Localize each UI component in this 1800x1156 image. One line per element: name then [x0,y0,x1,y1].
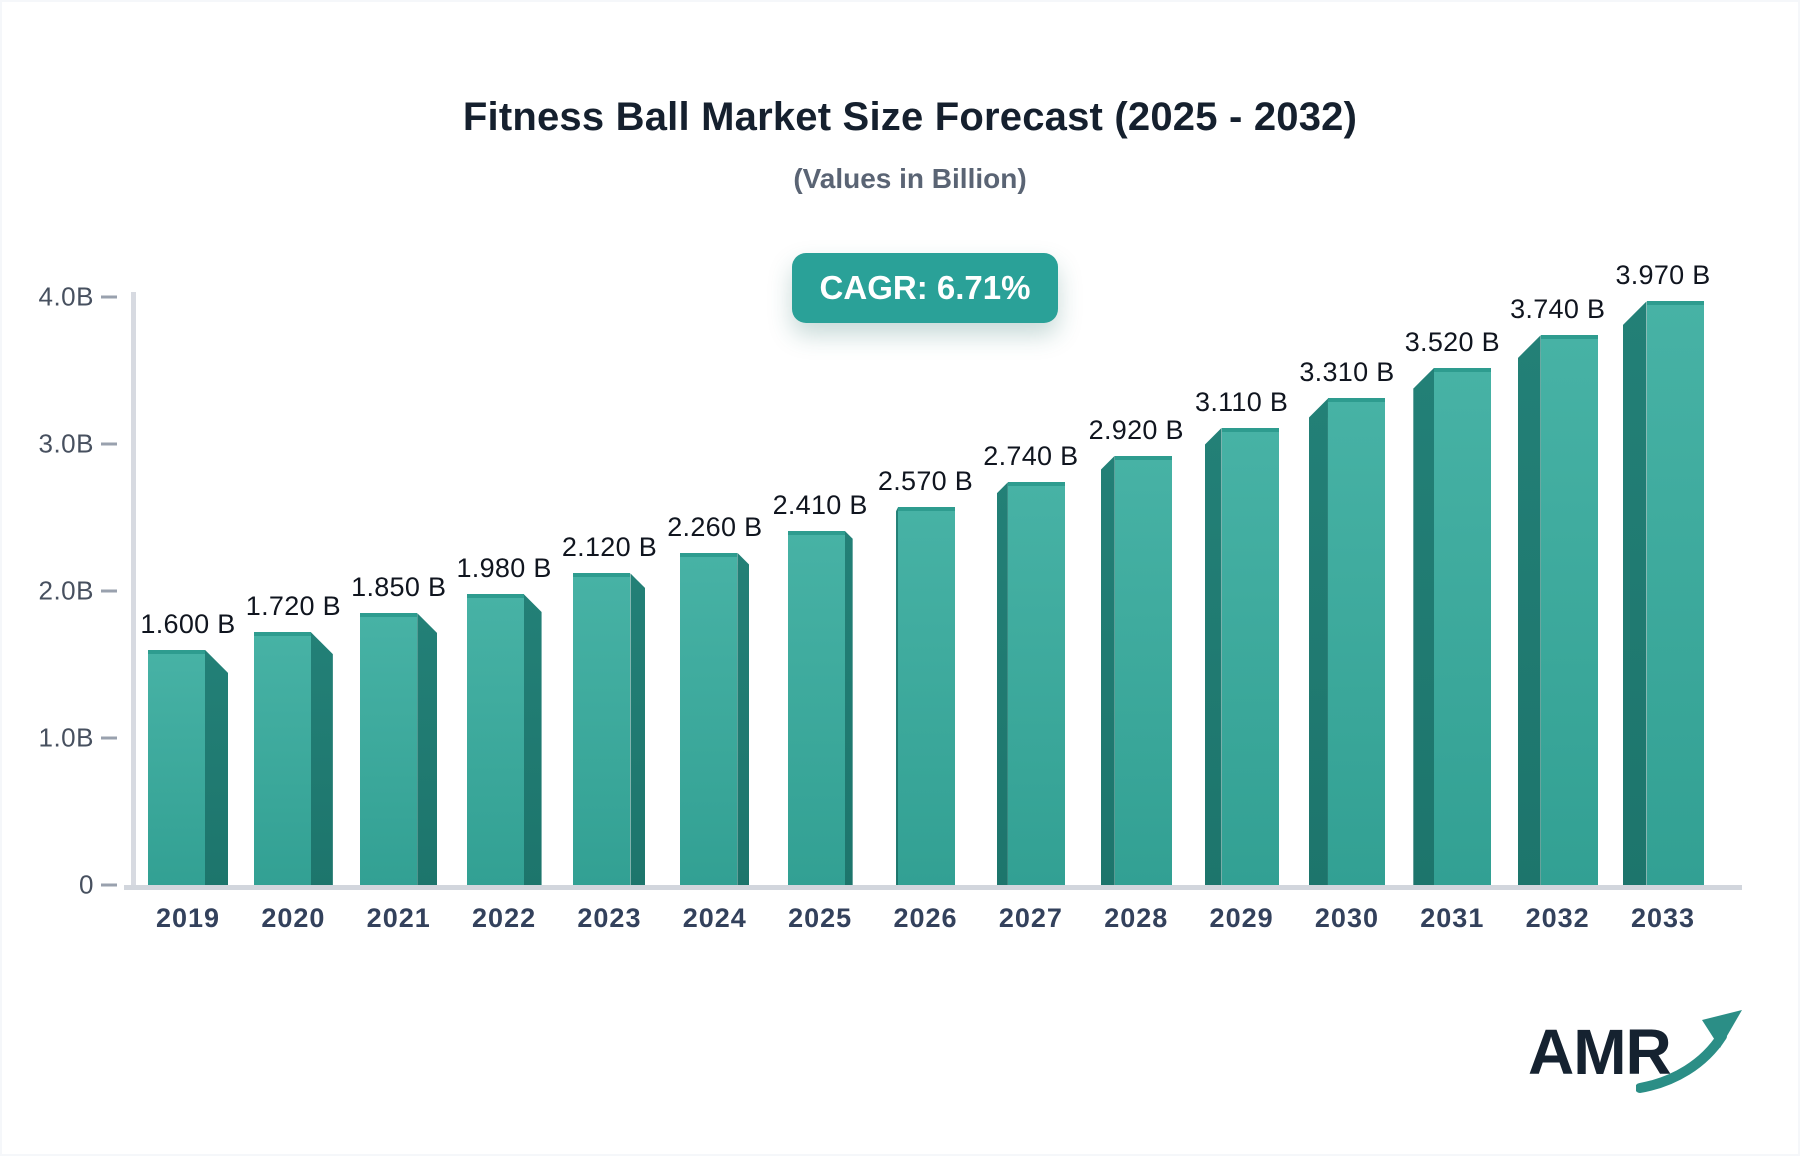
bar-2033 [1622,301,1704,888]
bar-side [310,632,333,888]
bar-face [680,552,738,888]
x-axis-year-label: 2029 [1209,903,1274,933]
bar-value-label: 2.260 B [667,511,763,542]
bar-value-label: 2.570 B [877,466,974,497]
bar-2023 [573,573,646,888]
bar-value-label: 1.720 B [245,591,341,622]
y-axis-line [131,292,136,886]
bar-2022 [466,593,542,888]
y-axis-tick-mark [101,589,117,593]
bar-2019 [148,649,228,888]
x-axis-year-label: 2021 [366,903,431,933]
bar-side [1622,301,1647,888]
bar-side [630,573,646,888]
chart-title: Fitness Ball Market Size Forecast (2025 … [462,95,1358,139]
bar-side [1204,427,1222,888]
bar-2024 [680,552,750,888]
bar-2029 [1204,427,1279,888]
bar-value-label: 1.850 B [351,572,447,603]
y-axis-tick-mark [101,736,117,740]
bar-face [787,530,845,888]
bar-face [1007,482,1065,888]
bar-side [737,552,750,888]
x-axis-year-label: 2020 [261,903,326,933]
x-axis-year-label: 2031 [1420,903,1485,933]
bar-side [844,530,853,888]
chart-subtitle: (Values in Billion) [793,163,1027,194]
bar-2028 [1100,455,1172,888]
bar-face [1434,367,1492,888]
bar-face [253,632,311,888]
bar-value-label: 3.310 B [1299,357,1395,388]
bar-side [205,649,228,888]
x-axis-year-label: 2025 [788,903,853,933]
y-axis-tick-label: 4.0B [38,281,94,312]
y-axis-tick-mark [101,442,117,446]
bar-2030 [1308,398,1385,888]
y-axis-tick-mark [101,295,117,299]
bar-2032 [1517,335,1598,888]
bar-side [896,507,899,888]
bar-side [1308,398,1328,888]
x-axis-year-label: 2024 [682,903,747,933]
x-axis-line [124,885,1742,890]
x-axis-year-label: 2028 [1104,903,1169,933]
bar-side [1100,455,1115,888]
x-axis-year-label: 2033 [1630,903,1696,933]
bar-2025 [787,530,853,888]
bar-side [417,613,438,888]
bar-2020 [253,632,333,888]
x-axis-year-label: 2019 [155,903,221,933]
x-axis-year-label: 2022 [472,903,537,933]
bar-side [996,482,1008,888]
bar-face [573,573,631,888]
amr-logo: AMR [1528,1008,1748,1100]
bar-value-label: 1.600 B [140,608,236,639]
bar-value-label: 2.120 B [561,532,658,563]
bar-value-label: 3.110 B [1195,386,1289,417]
cagr-badge: CAGR: 6.71% [792,253,1058,323]
bar-value-label: 2.740 B [983,441,1079,472]
bar-side [1413,367,1435,888]
x-axis-year-label: 2023 [577,903,642,933]
x-axis-year-label: 2032 [1525,903,1590,933]
x-axis-year-label: 2026 [893,903,958,933]
y-axis-tick-mark [101,883,117,887]
y-axis-tick-label: 0 [79,869,94,900]
y-axis-tick-label: 1.0B [38,722,94,753]
y-axis-tick-label: 2.0B [38,575,94,606]
bar-face [466,593,524,888]
bar-value-label: 3.520 B [1404,326,1500,357]
x-axis-year-label: 2030 [1314,903,1379,933]
bar-face [1327,398,1385,888]
bar-face [360,613,418,888]
bar-2021 [360,613,438,888]
bar-2027 [996,482,1065,888]
bar-face [1114,455,1172,888]
bar-2026 [896,507,956,888]
bar-face [148,649,205,888]
bar-side [1517,335,1541,888]
bar-value-label: 3.970 B [1615,260,1711,291]
bar-face [1221,427,1279,888]
x-axis-year-label: 2027 [998,903,1063,933]
bar-face [898,507,956,888]
logo-text: AMR [1528,1016,1672,1088]
y-axis-tick-label: 3.0B [38,428,94,459]
bar-value-label: 3.740 B [1510,294,1606,325]
bar-value-label: 2.410 B [772,489,868,520]
growth-arrow-icon [1636,1010,1742,1093]
bar-value-label: 1.980 B [456,552,552,583]
bar-face [1646,301,1704,888]
bar-2031 [1413,367,1492,888]
bar-side [523,593,542,888]
bar-face [1540,335,1598,888]
bar-value-label: 2.920 B [1088,414,1184,445]
